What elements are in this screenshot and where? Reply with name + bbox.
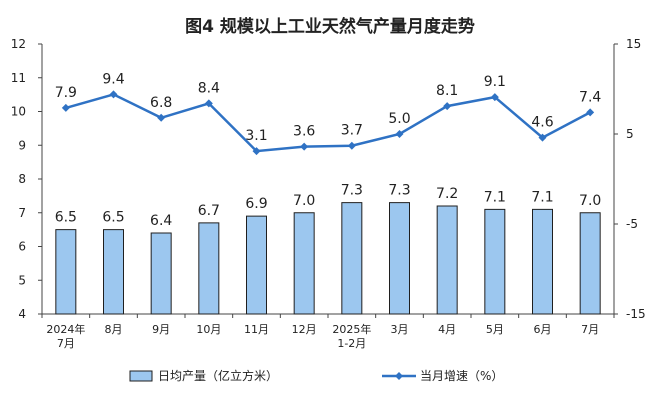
growth-value-label: 4.6	[531, 115, 553, 131]
x-tick-label: 8月	[105, 323, 123, 336]
growth-value-label: 7.4	[579, 89, 601, 105]
bar-value-label: 6.7	[198, 203, 220, 219]
y-left-tick-label: 7	[18, 206, 26, 220]
y-left-tick-label: 5	[18, 273, 26, 287]
chart-title: 图4 规模以上工业天然气产量月度走势	[185, 17, 475, 37]
bar-value-label: 6.9	[245, 196, 267, 212]
bar	[293, 212, 315, 315]
growth-value-label: 3.7	[341, 123, 363, 139]
growth-marker	[443, 102, 452, 111]
growth-marker	[586, 108, 595, 117]
growth-marker	[157, 113, 166, 122]
bar-value-label: 7.0	[293, 193, 315, 209]
growth-marker	[538, 133, 547, 142]
growth-marker	[347, 141, 356, 150]
growth-value-label: 8.1	[436, 83, 458, 99]
x-tick-label: 2024年 7月	[46, 322, 85, 350]
bar-value-label: 6.5	[102, 210, 124, 226]
growth-value-label: 5.0	[388, 111, 410, 127]
growth-value-label: 8.4	[198, 80, 220, 96]
growth-line	[65, 93, 591, 153]
growth-marker	[204, 99, 213, 108]
bar	[55, 229, 77, 315]
bar-value-label: 7.0	[579, 193, 601, 209]
x-tick-label: 6月	[534, 323, 552, 336]
bar-value-label: 7.1	[531, 189, 553, 205]
bar	[198, 222, 220, 315]
legend-line-marker	[395, 372, 403, 380]
y-right-tick-label: -5	[626, 217, 638, 231]
bar	[150, 232, 172, 315]
bar	[579, 212, 601, 315]
x-tick-label: 2025年 1-2月	[332, 322, 371, 350]
bar-value-label: 7.1	[484, 189, 506, 205]
growth-marker	[300, 142, 309, 151]
bars-group	[55, 202, 601, 315]
labels-group: 6.5 6.5 6.4 6.7 6.9 7.0 7.3 7.3 7.2 7.1 7.1 7.0 7.9 9…	[55, 71, 602, 229]
y-right-tick-label: 5	[626, 127, 634, 141]
growth-value-label: 9.4	[102, 71, 124, 87]
y-left-tick-label: 9	[18, 138, 26, 152]
x-tick-label: 10月	[196, 323, 221, 336]
legend: 日均产量（亿立方米） 当月增速（%）	[129, 368, 503, 383]
growth-value-label: 3.6	[293, 124, 315, 140]
growth-value-label: 3.1	[245, 128, 267, 144]
legend-line-label: 当月增速（%）	[420, 369, 503, 383]
growth-value-label: 9.1	[484, 74, 506, 90]
legend-bar-swatch	[129, 370, 153, 382]
bar-value-label: 7.3	[341, 183, 363, 199]
y-left-tick-label: 12	[11, 37, 26, 51]
line-group	[61, 90, 595, 156]
growth-value-label: 6.8	[150, 95, 172, 111]
growth-marker	[252, 147, 261, 156]
x-tick-label: 12月	[292, 323, 317, 336]
x-tick-label: 5月	[486, 323, 504, 336]
bar-value-label: 6.5	[55, 210, 77, 226]
bar-value-label: 7.3	[388, 183, 410, 199]
growth-marker	[490, 93, 499, 102]
y-left-tick-label: 4	[18, 307, 26, 321]
growth-value-label: 7.9	[55, 85, 77, 101]
bar	[341, 202, 363, 315]
x-tick-label: 4月	[438, 323, 456, 336]
bar	[436, 205, 458, 315]
y-right-tick-label: -15	[626, 307, 646, 321]
y-left-tick-label: 11	[11, 71, 26, 85]
bar	[246, 215, 267, 315]
y-left-tick-label: 10	[11, 105, 26, 119]
x-tick-label: 11月	[244, 323, 269, 336]
bar	[389, 202, 410, 315]
x-tick-label: 9月	[152, 323, 170, 336]
y-left-tick-label: 6	[18, 240, 26, 254]
x-tick-label: 7月	[581, 323, 599, 336]
growth-marker	[395, 130, 404, 138]
growth-marker	[109, 90, 118, 99]
bar-value-label: 7.2	[436, 186, 458, 202]
bar	[484, 208, 506, 315]
axes-group: 4 5 6 7 8 9 10 11 12 -15 -5 5 15 2024年 7月 8月 9月 10月 11月 12月…	[11, 37, 646, 350]
bar-value-label: 6.4	[150, 213, 172, 229]
x-tick-label: 3月	[391, 323, 409, 336]
bar	[532, 208, 553, 315]
y-left-tick-label: 8	[18, 172, 26, 186]
bar	[103, 229, 124, 315]
growth-marker	[61, 103, 70, 112]
legend-bar-label: 日均产量（亿立方米）	[158, 368, 278, 383]
y-right-tick-label: 15	[626, 37, 641, 51]
